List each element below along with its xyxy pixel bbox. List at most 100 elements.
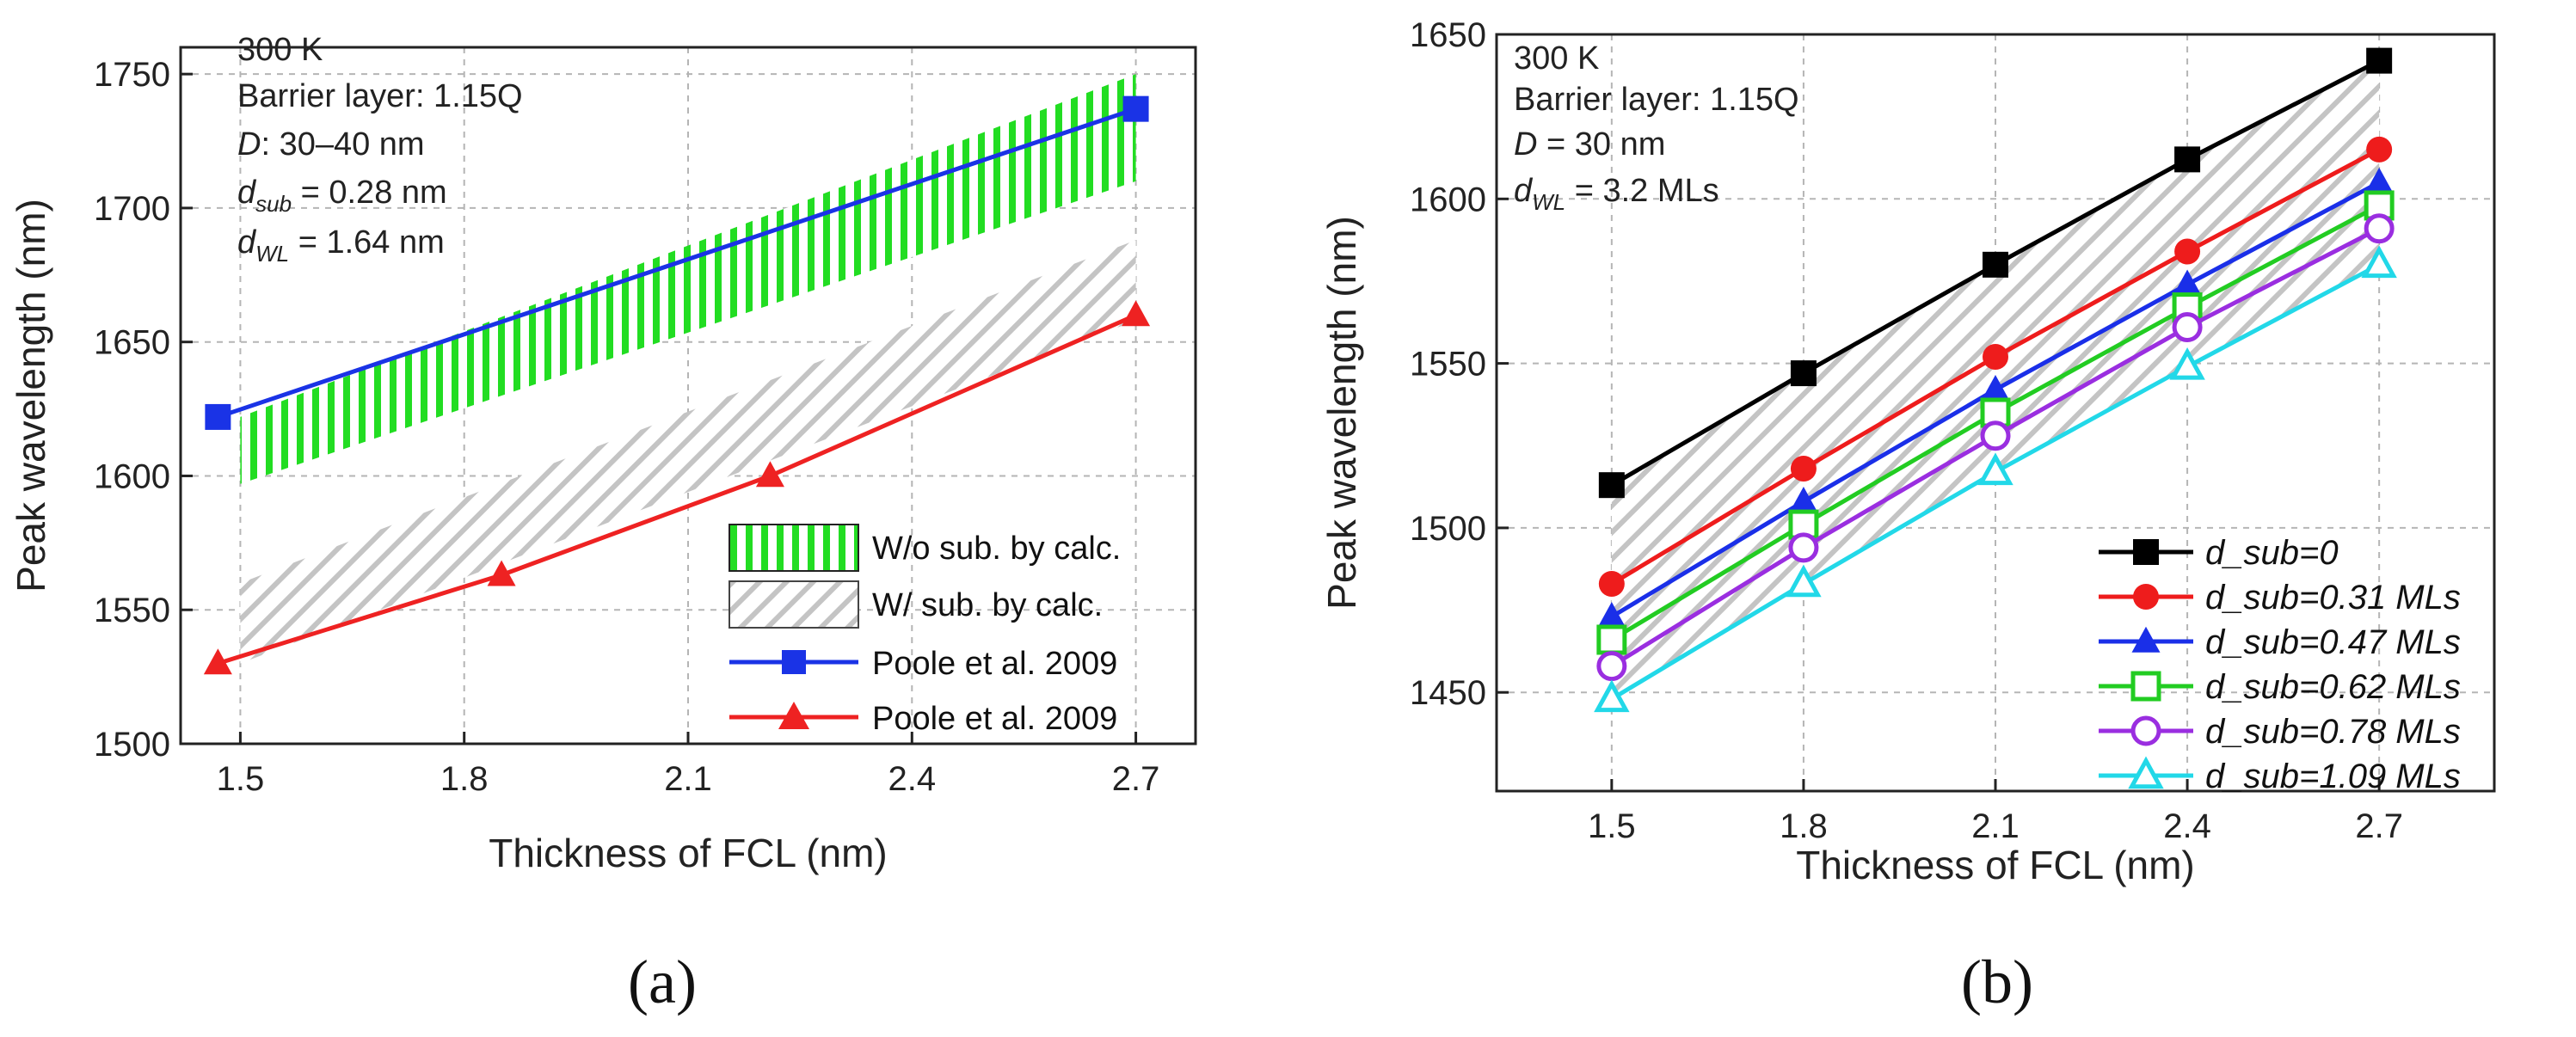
legend-marker-poole-red [778, 702, 809, 729]
chart-a-ytick-label: 1550 [94, 592, 170, 629]
chart-b-legend: d_sub=0 d_sub=0.31 MLs d_sub=0.47 MLs d_sub… [2099, 534, 2461, 795]
legend-swatch-without-sub [729, 524, 859, 572]
chart-b-series-2-point [1789, 487, 1818, 513]
chart-b-ann-temp: 300 K [1514, 40, 1599, 77]
chart-b-ann-barrier: Barrier layer: 1.15Q [1514, 82, 1799, 118]
chart-b-ann-dwl: dWL = 3.2 MLs [1514, 173, 1719, 215]
chart-a-yticks: 1500 1550 1600 1650 1700 1750 [94, 56, 193, 764]
caption-b: (b) [1961, 948, 2033, 1016]
chart-a-ann-barrier: Barrier layer: 1.15Q [237, 78, 523, 114]
chart-b-series-0-point [1790, 360, 1817, 387]
chart-b-series-4-point [1980, 420, 2011, 451]
chart-a-series-0-point [205, 403, 231, 430]
chart-b-series-5-point [1786, 564, 1822, 598]
chart-b-legend-label-1: d_sub=0.31 MLs [2205, 579, 2461, 617]
chart-a-annotation: 300 K Barrier layer: 1.15Q D: 30–40 nm d… [237, 32, 523, 267]
legend-swatch-with-sub [729, 580, 859, 629]
chart-b-series-0-point [2366, 47, 2393, 74]
chart-b-legend-label-5: d_sub=1.09 MLs [2205, 758, 2461, 795]
chart-b-ytick-label: 1600 [1410, 181, 1486, 218]
chart-b-series-1-point [2174, 238, 2201, 265]
chart-b-legend-marker-4 [2130, 715, 2161, 746]
chart-a-xtick-label: 1.8 [440, 760, 489, 798]
chart-b-ytick-label: 1550 [1410, 346, 1486, 384]
chart-a-xlabel: Thickness of FCL (nm) [489, 831, 888, 875]
chart-b-series-2-point [2173, 269, 2202, 296]
chart-b-series-0-point [1598, 472, 1625, 499]
chart-b-legend-marker-5 [2128, 756, 2164, 789]
chart-a-series-1-point [487, 560, 516, 586]
chart-b-series-3-point [1596, 624, 1627, 655]
chart-b-xlabel: Thickness of FCL (nm) [1796, 843, 2195, 887]
chart-a-ylabel: Peak wavelength (nm) [9, 199, 53, 592]
chart-a-ann-dsub: dsub = 0.28 nm [237, 175, 447, 217]
chart-b-series-5-point [1594, 679, 1630, 713]
chart-b-series-1-point [1983, 343, 2008, 370]
chart-a-xtick-label: 2.4 [888, 760, 936, 798]
chart-a-series-1-point [1122, 300, 1151, 327]
chart-a-ann-diameter: D: 30–40 nm [237, 126, 425, 163]
caption-a: (a) [628, 948, 697, 1016]
chart-b-xtick-label: 2.1 [1971, 807, 2020, 845]
chart-b-legend-marker-2 [2131, 626, 2161, 653]
chart-a-band-with-sub [240, 240, 1136, 664]
chart-b-series-4-point [1596, 651, 1627, 682]
chart-b-annotation: 300 K Barrier layer: 1.15Q D = 30 nm dWL… [1514, 40, 1799, 215]
chart-a-ann-temp: 300 K [237, 32, 323, 68]
chart-a-ytick-label: 1500 [94, 726, 170, 764]
chart-a-ytick-label: 1650 [94, 324, 170, 362]
chart-b-series-2-point [1981, 374, 2010, 401]
chart-b-legend-label-4: d_sub=0.78 MLs [2205, 713, 2461, 751]
chart-a-xtick-label: 2.1 [664, 760, 712, 798]
chart-b-legend-label-2: d_sub=0.47 MLs [2205, 623, 2461, 661]
chart-b-ytick-label: 1450 [1410, 674, 1486, 712]
chart-a-ytick-label: 1600 [94, 457, 170, 495]
chart-b-series-1-point [1790, 456, 1817, 482]
chart-b: 1.5 1.8 2.1 2.4 2.7 1450 1500 1550 1600 1650 Thi… [1319, 16, 2496, 1016]
chart-b-ytick-label: 1500 [1410, 510, 1486, 548]
chart-b-xticks: 1.5 1.8 2.1 2.4 2.7 [1588, 779, 2403, 845]
chart-b-ylabel: Peak wavelength (nm) [1319, 216, 1364, 610]
chart-a-series-1-point [203, 648, 232, 675]
chart-a-ann-dwl: dWL = 1.64 nm [237, 224, 445, 267]
chart-a-series-0-point [1122, 95, 1149, 122]
chart-b-legend-marker-1 [2133, 584, 2159, 610]
chart-b-xtick-label: 1.5 [1588, 807, 1636, 845]
chart-b-series-5-point [2361, 245, 2397, 279]
chart-b-yticks: 1450 1500 1550 1600 1650 [1410, 16, 1509, 712]
chart-a-xtick-label: 1.5 [217, 760, 265, 798]
legend-label-poole-blue: Poole et al. 2009 [872, 646, 1117, 682]
chart-b-ann-diameter: D = 30 nm [1514, 126, 1665, 163]
chart-b-ytick-label: 1650 [1410, 16, 1486, 54]
chart-b-series-4-point [2364, 213, 2395, 244]
chart-b-series-1-point [1598, 570, 1625, 597]
legend-label-without-sub: W/o sub. by calc. [872, 531, 1121, 567]
chart-a-series-line-0 [217, 107, 1137, 420]
chart-b-series-2-point [1597, 601, 1626, 628]
chart-b-legend-label-3: d_sub=0.62 MLs [2205, 668, 2461, 706]
chart-b-legend-label-0: d_sub=0 [2205, 534, 2339, 572]
chart-b-xtick-label: 2.7 [2355, 807, 2403, 845]
chart-b-series-2-point [2364, 167, 2394, 193]
chart-b-series-5-point [1977, 452, 2013, 486]
legend-label-poole-red: Poole et al. 2009 [872, 701, 1117, 737]
legend-label-with-sub: W/ sub. by calc. [872, 587, 1103, 623]
chart-b-legend-marker-0 [2133, 539, 2159, 565]
chart-a-xtick-label: 2.7 [1112, 760, 1160, 798]
chart-a-series-1-point [755, 461, 784, 488]
chart-a-series [203, 95, 1151, 675]
chart-b-xtick-label: 2.4 [2163, 807, 2211, 845]
chart-a-series-line-1 [217, 313, 1137, 666]
chart-b-series-5-point [2169, 347, 2205, 380]
legend-marker-poole-blue [782, 650, 806, 674]
chart-a-ytick-label: 1700 [94, 190, 170, 228]
chart-b-legend-marker-3 [2130, 671, 2161, 702]
chart-a-ytick-label: 1750 [94, 56, 170, 94]
chart-a-legend: W/o sub. by calc. W/ sub. by calc. Poole… [729, 524, 1121, 737]
chart-a-xticks: 1.5 1.8 2.1 2.4 2.7 [217, 732, 1160, 798]
chart-b-series-0-point [2174, 146, 2201, 173]
chart-b-xtick-label: 1.8 [1780, 807, 1828, 845]
chart-b-series-0-point [1983, 251, 2008, 278]
chart-a-band-without-sub [240, 74, 1136, 484]
